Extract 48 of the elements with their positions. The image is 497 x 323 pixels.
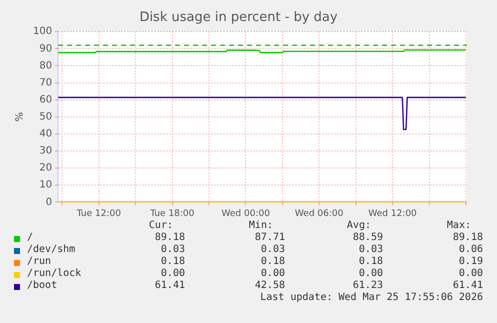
text: Min:	[248, 220, 273, 231]
y-tick-label: 40	[39, 128, 52, 140]
text: 0.18	[160, 256, 185, 267]
text: 0.18	[260, 256, 285, 267]
text: 88.59	[352, 232, 383, 243]
text: 42.58	[254, 280, 285, 291]
text: 0.18	[358, 256, 383, 267]
y-tick-label: 10	[39, 180, 52, 191]
y-tick-label: 90	[39, 43, 52, 54]
legend-label: /run	[27, 256, 52, 267]
y-tick-label: 30	[39, 146, 52, 157]
text: 0.00	[358, 268, 383, 279]
legend-label: /dev/shm	[27, 244, 76, 255]
text: 0.00	[260, 268, 285, 279]
y-tick-label: 80	[39, 60, 52, 72]
text: 89.18	[154, 232, 185, 243]
y-tick-label: 50	[39, 111, 52, 122]
y-tick-label: 20	[39, 162, 52, 174]
chart-title: Disk usage in percent - by day	[139, 10, 338, 26]
text: 0.03	[260, 244, 285, 255]
y-tick-label: 70	[39, 77, 52, 88]
legend-label: /run/lock	[27, 268, 82, 279]
text: Max:	[446, 220, 471, 231]
x-tick-label: Tue 18:00	[149, 208, 195, 219]
text: 0.03	[358, 244, 383, 255]
text: 61.41	[154, 280, 185, 291]
y-tick-label: 100	[32, 26, 52, 38]
y-tick-label: 60	[39, 94, 52, 106]
legend-label: /boot	[27, 280, 58, 291]
text: 0.03	[160, 244, 185, 255]
x-tick-label: Wed 00:00	[222, 208, 270, 219]
text: 89.18	[452, 232, 483, 243]
text: 61.23	[352, 280, 383, 291]
y-tick-label: 0	[46, 196, 52, 208]
text: 0.19	[458, 256, 483, 267]
y-axis-title: %	[14, 112, 26, 122]
x-tick-label: Wed 06:00	[294, 208, 344, 219]
text: Avg:	[346, 220, 371, 231]
text: 0.06	[458, 244, 483, 255]
x-tick-label: Tue 12:00	[76, 208, 122, 219]
text: 61.41	[452, 280, 483, 291]
x-tick-label: Wed 12:00	[368, 208, 418, 219]
text: Last update: Wed Mar 25 17:55:06 2026	[260, 292, 483, 303]
text: 0.00	[458, 268, 483, 279]
text: 87.71	[254, 232, 285, 243]
text: 0.00	[160, 268, 185, 279]
text: Cur:	[148, 220, 173, 231]
legend-label: /	[27, 232, 34, 243]
